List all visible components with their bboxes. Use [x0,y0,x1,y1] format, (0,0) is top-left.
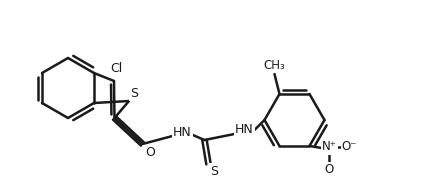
Text: S: S [210,164,218,177]
Text: CH₃: CH₃ [264,58,285,72]
Text: O⁻: O⁻ [342,140,357,154]
Text: O: O [145,146,155,159]
Text: O: O [325,164,334,176]
Text: N⁺: N⁺ [322,140,337,154]
Text: S: S [130,87,138,100]
Text: HN: HN [173,125,192,139]
Text: HN: HN [235,122,254,135]
Text: Cl: Cl [110,61,122,75]
